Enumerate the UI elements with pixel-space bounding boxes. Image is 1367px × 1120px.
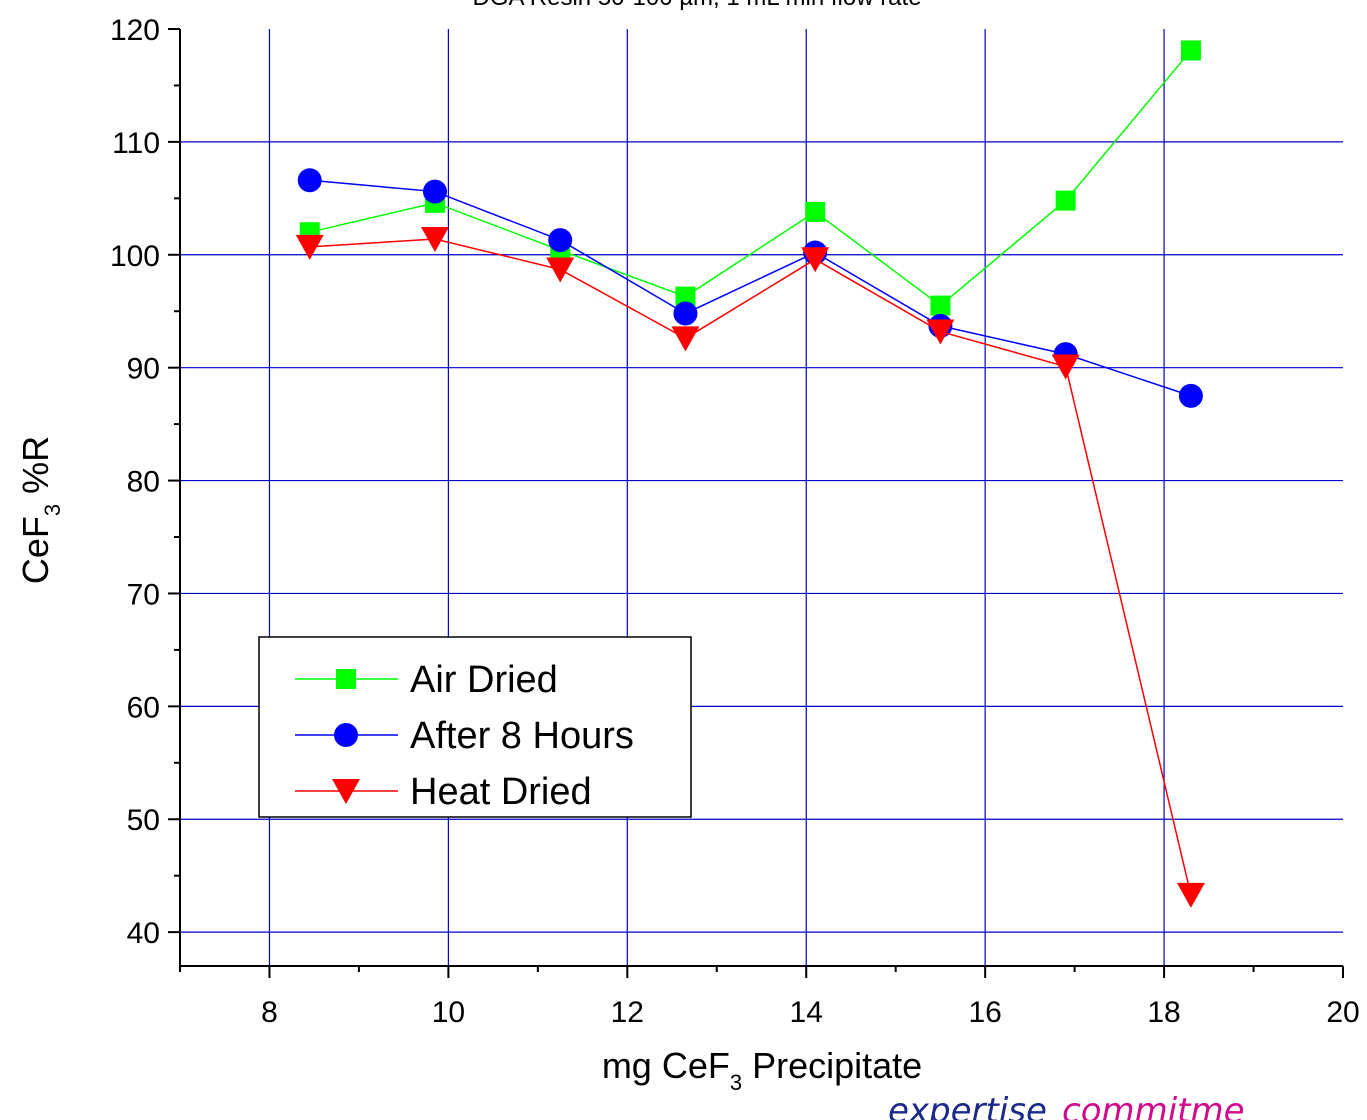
data-point xyxy=(926,319,955,345)
x-tick-label: 10 xyxy=(432,996,465,1029)
data-point xyxy=(295,234,324,260)
x-tick-label: 8 xyxy=(261,996,278,1029)
data-point xyxy=(805,201,826,222)
legend-label: After 8 Hours xyxy=(410,715,634,757)
legend-item: Air Dried xyxy=(295,659,558,701)
legend-marker xyxy=(334,723,358,747)
legend-box xyxy=(258,636,692,818)
data-point xyxy=(1180,40,1201,61)
y-tick-label: 120 xyxy=(110,14,160,47)
x-tick-label: 12 xyxy=(611,996,644,1029)
data-point xyxy=(675,286,696,307)
watermark-right: commitme xyxy=(1062,1091,1245,1120)
legend-label: Air Dried xyxy=(410,659,558,701)
data-point xyxy=(801,247,830,273)
data-point xyxy=(420,226,449,252)
y-axis-title: CeF3 %R xyxy=(15,436,65,584)
x-axis-title: mg CeF3 Precipitate xyxy=(602,1045,922,1095)
data-point xyxy=(671,326,700,352)
y-tick-label: 50 xyxy=(127,804,160,837)
data-point xyxy=(1176,882,1205,908)
watermark-left: expertise xyxy=(888,1091,1047,1120)
y-tick-label: 40 xyxy=(127,917,160,950)
x-tick-label: 18 xyxy=(1147,996,1180,1029)
y-tick-label: 110 xyxy=(112,127,160,160)
data-point xyxy=(1055,190,1076,211)
data-point xyxy=(422,179,447,204)
series-air-dried xyxy=(299,40,1201,316)
legend-label: Heat Dried xyxy=(410,771,592,813)
y-tick-label: 70 xyxy=(127,578,160,611)
legend-item: Heat Dried xyxy=(295,771,592,813)
data-point xyxy=(548,228,573,253)
watermark: expertise commitme xyxy=(888,1091,1245,1120)
y-tick-label: 60 xyxy=(127,691,160,724)
data-point xyxy=(1178,383,1203,408)
x-tick-label: 14 xyxy=(790,996,823,1029)
series-line xyxy=(309,49,1192,307)
legend-marker xyxy=(332,779,360,804)
y-tick-label: 100 xyxy=(110,240,160,273)
data-point xyxy=(673,301,698,326)
x-tick-label: 16 xyxy=(968,996,1001,1029)
series-line xyxy=(309,179,1192,397)
series-heat-dried xyxy=(295,226,1205,908)
legend-item: After 8 Hours xyxy=(295,715,634,757)
data-point xyxy=(1051,354,1080,380)
grid xyxy=(180,29,1343,966)
plot-series xyxy=(295,40,1205,908)
x-tick-label: 20 xyxy=(1326,996,1359,1029)
series-line xyxy=(309,238,1192,896)
data-point xyxy=(930,295,951,316)
chart-title: DGA Resin 50-100 µm, 1 mL min flow rate xyxy=(472,0,921,11)
y-tick-label: 90 xyxy=(127,353,160,386)
data-point xyxy=(297,168,322,193)
axes: 40 50 60 70 80 90 100 110 120 8 10 12 14 16 18 20 xyxy=(110,14,1360,1029)
legend: Air Dried After 8 Hours Heat Dried xyxy=(258,636,692,818)
y-tick-label: 80 xyxy=(127,466,160,499)
data-point xyxy=(546,257,575,283)
legend-marker xyxy=(336,669,356,689)
